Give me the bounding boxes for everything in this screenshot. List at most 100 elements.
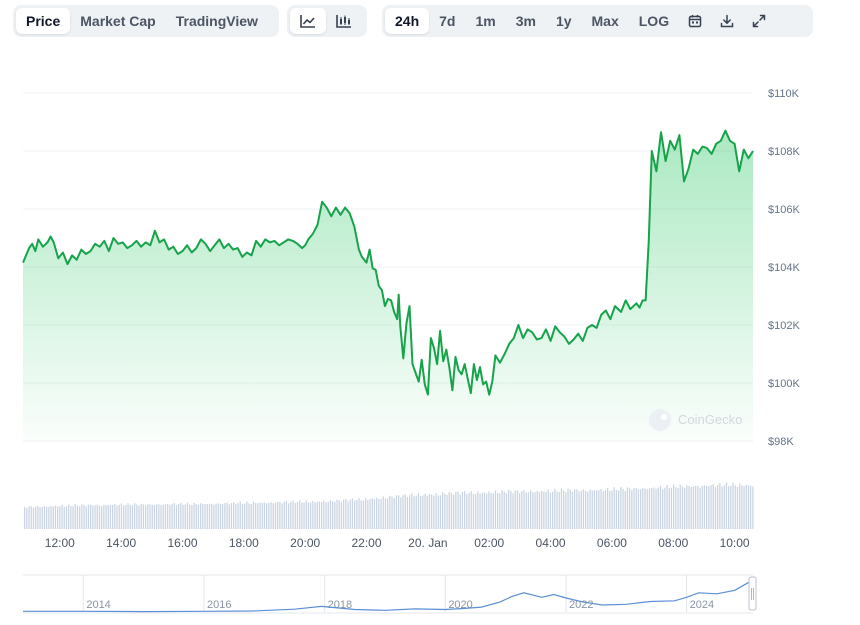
volume-bar	[76, 505, 79, 529]
tab-tradingview[interactable]: TradingView	[175, 13, 258, 29]
volume-bar	[259, 502, 261, 529]
volume-bar	[48, 506, 50, 529]
volume-bar	[266, 503, 268, 529]
volume-bar	[604, 490, 607, 529]
tab-price[interactable]: Price	[16, 8, 71, 34]
volume-bar	[510, 491, 512, 529]
volume-bar	[481, 492, 483, 529]
volume-bar	[233, 502, 235, 529]
volume-bar	[655, 488, 657, 529]
range-24h[interactable]: 24h	[385, 8, 430, 34]
volume-bar	[307, 502, 310, 529]
volume-bar	[499, 493, 501, 529]
volume-bar	[61, 505, 63, 529]
candlestick-chart-button[interactable]	[326, 8, 362, 34]
volume-bar	[327, 501, 329, 529]
volume-bar	[90, 504, 92, 529]
volume-bar	[160, 505, 162, 529]
volume-bar	[505, 493, 508, 529]
volume-bar	[72, 506, 74, 529]
volume-bar	[186, 502, 189, 529]
volume-bar	[351, 498, 354, 529]
volume-bar	[666, 484, 668, 529]
volume-bar	[717, 485, 719, 529]
x-tick-label: 02:00	[474, 536, 504, 550]
range-7d[interactable]: 7d	[439, 13, 456, 29]
volume-bar	[554, 488, 556, 529]
volume-bar	[664, 487, 666, 529]
volume-bar	[574, 489, 576, 529]
volume-bar	[246, 501, 248, 529]
volume-bar	[422, 495, 424, 529]
volume-bar	[692, 486, 695, 529]
volume-bar	[162, 504, 164, 529]
volume-bar	[248, 503, 250, 529]
range-navigator[interactable]: 2014 2016 2018 2020 2022 2024	[23, 574, 757, 614]
volume-bar	[206, 504, 208, 529]
coingecko-watermark: CoinGecko	[649, 409, 742, 431]
volume-bar	[728, 486, 730, 529]
volume-bar	[391, 496, 393, 529]
volume-bar	[686, 485, 688, 529]
volume-bar	[332, 501, 334, 529]
volume-bar	[365, 498, 367, 529]
volume-bar	[618, 490, 620, 529]
volume-bar	[684, 488, 686, 529]
volume-bar	[197, 504, 200, 529]
volume-bar	[596, 490, 598, 529]
navigator-handle[interactable]	[748, 576, 757, 611]
volume-bar	[532, 492, 534, 529]
download-button[interactable]	[711, 8, 743, 34]
volume-bar	[626, 487, 629, 529]
line-chart-button[interactable]	[290, 8, 326, 34]
volume-bar	[134, 503, 136, 529]
volume-bar	[633, 488, 635, 529]
volume-bar	[59, 506, 61, 529]
volume-bar	[607, 487, 609, 529]
calendar-icon	[688, 15, 702, 28]
date-range-button[interactable]	[679, 8, 711, 34]
volume-bar	[571, 492, 574, 529]
volume-bar	[296, 502, 299, 529]
volume-bar	[453, 494, 455, 529]
volume-bar	[602, 491, 604, 529]
fullscreen-button[interactable]	[743, 8, 775, 34]
volume-bar	[472, 493, 475, 529]
volume-bar	[35, 506, 37, 529]
volume-bar	[448, 491, 450, 529]
range-3m[interactable]: 3m	[515, 13, 536, 29]
volume-bar	[503, 492, 505, 529]
volume-bar	[217, 503, 219, 529]
range-1m[interactable]: 1m	[475, 13, 496, 29]
volume-bar	[560, 488, 563, 529]
volume-bar	[457, 491, 459, 529]
range-max[interactable]: Max	[591, 13, 619, 29]
range-1y[interactable]: 1y	[555, 13, 572, 29]
volume-bar	[98, 505, 101, 529]
volume-bar	[384, 498, 387, 529]
volume-bar	[349, 499, 351, 529]
volume-bar	[486, 493, 488, 529]
volume-bar	[376, 497, 378, 529]
volume-bar	[305, 500, 307, 529]
volume-bar	[624, 490, 626, 529]
volume-bar	[415, 495, 417, 529]
volume-bar	[455, 491, 457, 529]
price-line[interactable]	[22, 129, 754, 396]
volume-bar	[688, 486, 690, 529]
volume-bar	[272, 503, 274, 529]
volume-bar	[131, 505, 134, 529]
volume-bar	[288, 503, 290, 529]
tab-market-cap[interactable]: Market Cap	[80, 13, 156, 29]
volume-bar	[334, 501, 336, 529]
volume-bar	[142, 504, 145, 529]
x-tick-label: 22:00	[352, 536, 382, 550]
volume-bar	[226, 502, 228, 529]
volume-bar	[393, 498, 395, 529]
volume-bar	[318, 501, 321, 529]
volume-bar	[94, 505, 96, 529]
volume-bar	[109, 505, 112, 529]
volume-bar	[589, 489, 591, 529]
log-scale-toggle[interactable]: LOG	[638, 13, 670, 29]
volume-bar	[85, 506, 87, 529]
